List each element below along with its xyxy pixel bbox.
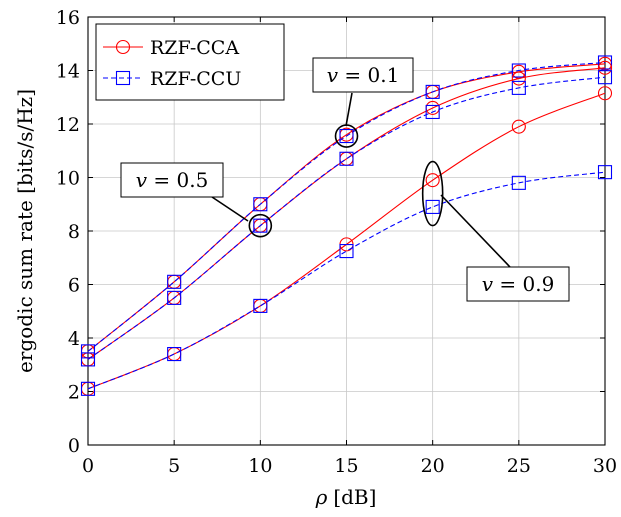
data-point [339,151,354,166]
data-point [597,86,613,101]
series-layer [80,55,613,396]
data-point [167,346,182,362]
y-tick-label: 12 [56,114,80,136]
series-rzf-ccu-v01 [80,55,613,359]
data-point [253,197,268,212]
series-rzf-ccu-v09 [80,165,613,396]
annotation-box [466,266,570,302]
annotation-label-var: v [482,272,494,296]
y-axis-ticks: 0 2 4 6 8 10 12 14 16 [56,7,605,457]
data-point [115,39,131,55]
annotation-label-var: v [136,168,148,192]
annotation-label: v = 0.1 [327,63,400,87]
annotation-ellipse [248,213,273,238]
series-line [87,171,606,390]
series-line [87,61,606,352]
data-point [339,244,354,259]
y-tick-label: 2 [68,382,80,404]
legend-entry-rzf-ccu: RZF-CCU [103,68,241,90]
y-tick-label: 16 [56,7,80,29]
x-axis-ticks: 0 5 10 15 20 25 30 [82,17,617,477]
annotation-leader [440,194,511,268]
x-tick-label: 15 [334,455,358,477]
annotation-box [312,57,414,93]
annotation-label: v = 0.9 [482,272,555,296]
data-point [425,84,440,99]
x-tick-label: 20 [421,455,445,477]
data-point [511,119,526,134]
data-point [253,298,268,313]
data-point [80,344,96,359]
x-tick-label: 5 [168,455,180,477]
x-tick-label: 10 [248,455,272,477]
annotation-ellipse [421,160,444,227]
x-tick-label: 0 [82,455,94,477]
data-point [80,381,96,396]
data-point [511,175,526,190]
y-tick-label: 0 [68,435,80,457]
data-point [597,70,613,85]
legend-entry-rzf-cca: RZF-CCA [103,37,239,59]
legend-label: RZF-CCA [150,37,239,59]
legend-box [95,23,285,101]
data-point [597,55,613,70]
annotation-leader [211,196,249,222]
data-point [80,352,96,367]
data-point [425,199,440,214]
annotation-label-value: = 0.9 [493,272,554,296]
data-point [425,173,440,188]
data-point [597,60,613,75]
annotation-box [120,162,224,198]
annotation-3: v = 0.9 [421,160,570,302]
annotation-label-value: = 0.1 [338,63,399,87]
x-axis-label: ρ [dB] [315,485,377,509]
series-line [87,76,606,360]
legend: RZF-CCA RZF-CCU [95,23,285,101]
legend-label: RZF-CCU [150,68,241,90]
data-point [167,290,182,305]
x-tick-label: 30 [593,455,617,477]
data-point [425,104,440,120]
y-tick-label: 6 [68,275,80,297]
data-point [511,71,526,86]
annotation-2: v = 0.5 [120,162,273,238]
annotation-layer: v = 0.1v = 0.5v = 0.9 [120,57,570,302]
annotation-leader [345,92,353,127]
data-point [253,218,268,233]
annotation-label-value: = 0.5 [147,168,208,192]
y-axis-label: ergodic sum rate [bits/s/Hz] [13,89,37,373]
x-axis-label-unit: [dB] [333,485,376,509]
y-tick-label: 4 [68,328,80,350]
data-point [511,80,526,95]
annotation-1: v = 0.1 [312,57,414,148]
data-point [115,70,131,86]
annotation-label: v = 0.5 [136,168,209,192]
y-tick-label: 10 [56,168,80,190]
y-tick-label: 8 [68,221,80,243]
data-point [167,274,182,289]
y-tick-label: 14 [56,61,80,83]
x-tick-label: 25 [507,455,531,477]
series-rzf-ccu-v05 [80,70,613,367]
annotation-label-var: v [327,63,339,87]
data-point [511,63,526,78]
data-point [597,165,613,180]
x-axis-label-var: ρ [315,485,328,509]
data-point [339,128,354,144]
